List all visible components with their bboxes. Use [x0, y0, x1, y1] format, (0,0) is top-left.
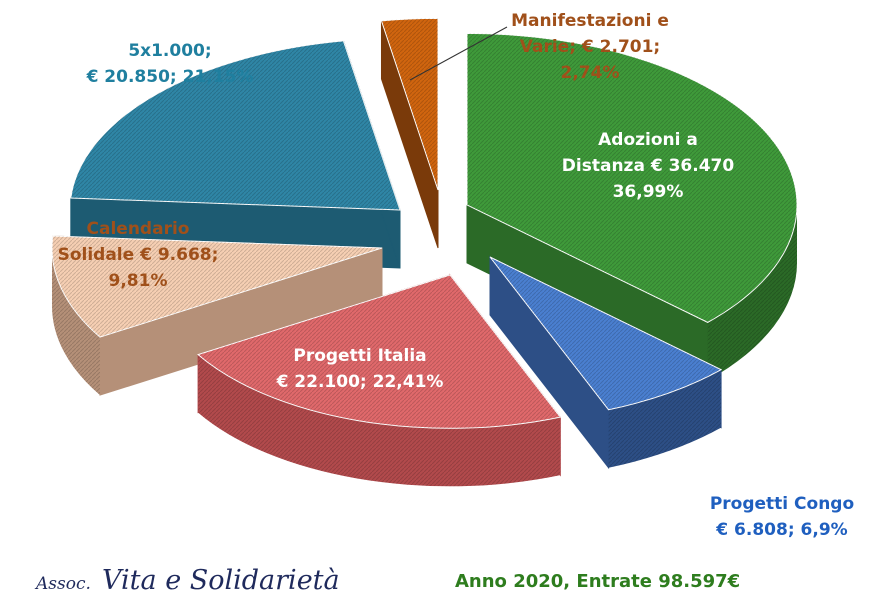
footer-caption: Anno 2020, Entrate 98.597€ [455, 571, 740, 592]
slice-top-texture-adozioni-a-distanza [467, 33, 797, 323]
data-label-adozioni-a-distanza: Adozioni a Distanza € 36.470 36,99% [562, 130, 735, 202]
slice-top-texture-calendario-solidale [51, 236, 382, 338]
data-label-line: Solidale € 9.668; [58, 245, 219, 265]
data-label-line: € 20.850; 21,15% [86, 67, 254, 87]
logo-text: Vita e Solidarietà [102, 565, 340, 596]
slice-side-texture-calendario-solidale [52, 248, 100, 396]
slice-progetti-congo [489, 255, 723, 470]
data-label-line: Varie; € 2.701; [520, 37, 660, 57]
data-label-line: 2,74% [561, 63, 620, 83]
slice-side-texture-progetti-italia [198, 354, 561, 487]
slice-5x1-000 [70, 40, 401, 269]
data-label-calendario-solidale: Calendario Solidale € 9.668; 9,81% [58, 219, 219, 291]
data-label-line: 5x1.000; [128, 41, 211, 61]
data-label-line: 36,99% [613, 182, 684, 202]
data-label-line: Progetti Italia [293, 346, 426, 366]
data-label-progetti-italia: Progetti Italia € 22.100; 22,41% [276, 346, 444, 392]
slice-side-texture-adozioni-a-distanza [707, 205, 797, 381]
slice-progetti-italia [197, 273, 562, 487]
logo-prefix: Assoc. [34, 574, 91, 594]
data-label-line: Calendario [87, 219, 190, 239]
slice-top-texture-manifestazioni-e-varie [381, 18, 438, 191]
data-label-progetti-congo: Progetti Congo € 6.808; 6,9% [710, 494, 854, 540]
slice-top-texture-progetti-italia [198, 275, 561, 429]
data-label-line: Distanza € 36.470 [562, 156, 735, 176]
data-label-line: Adozioni a [598, 130, 698, 150]
data-label-line: Progetti Congo [710, 494, 854, 514]
slice-adozioni-a-distanza [466, 32, 798, 382]
data-label-line: Manifestazioni e [511, 11, 669, 31]
data-label-5x1-000: 5x1.000; € 20.850; 21,15% [86, 41, 254, 87]
slice-calendario-solidale [51, 235, 383, 396]
slice-top-texture-progetti-congo [490, 257, 722, 410]
manifestazioni-leader-line [409, 26, 508, 81]
footer: Assoc. Vita e Solidarietà Anno 2020, Ent… [34, 565, 740, 596]
data-label-line: 9,81% [109, 271, 168, 291]
data-label-line: € 22.100; 22,41% [276, 372, 444, 392]
slice-top-texture-5x1-000 [70, 40, 401, 210]
slice-manifestazioni-e-varie [380, 17, 439, 249]
slice-side-texture-progetti-congo [608, 369, 722, 468]
data-label-manifestazioni-e-varie: Manifestazioni e Varie; € 2.701; 2,74% [511, 11, 669, 83]
data-label-line: € 6.808; 6,9% [715, 520, 847, 540]
